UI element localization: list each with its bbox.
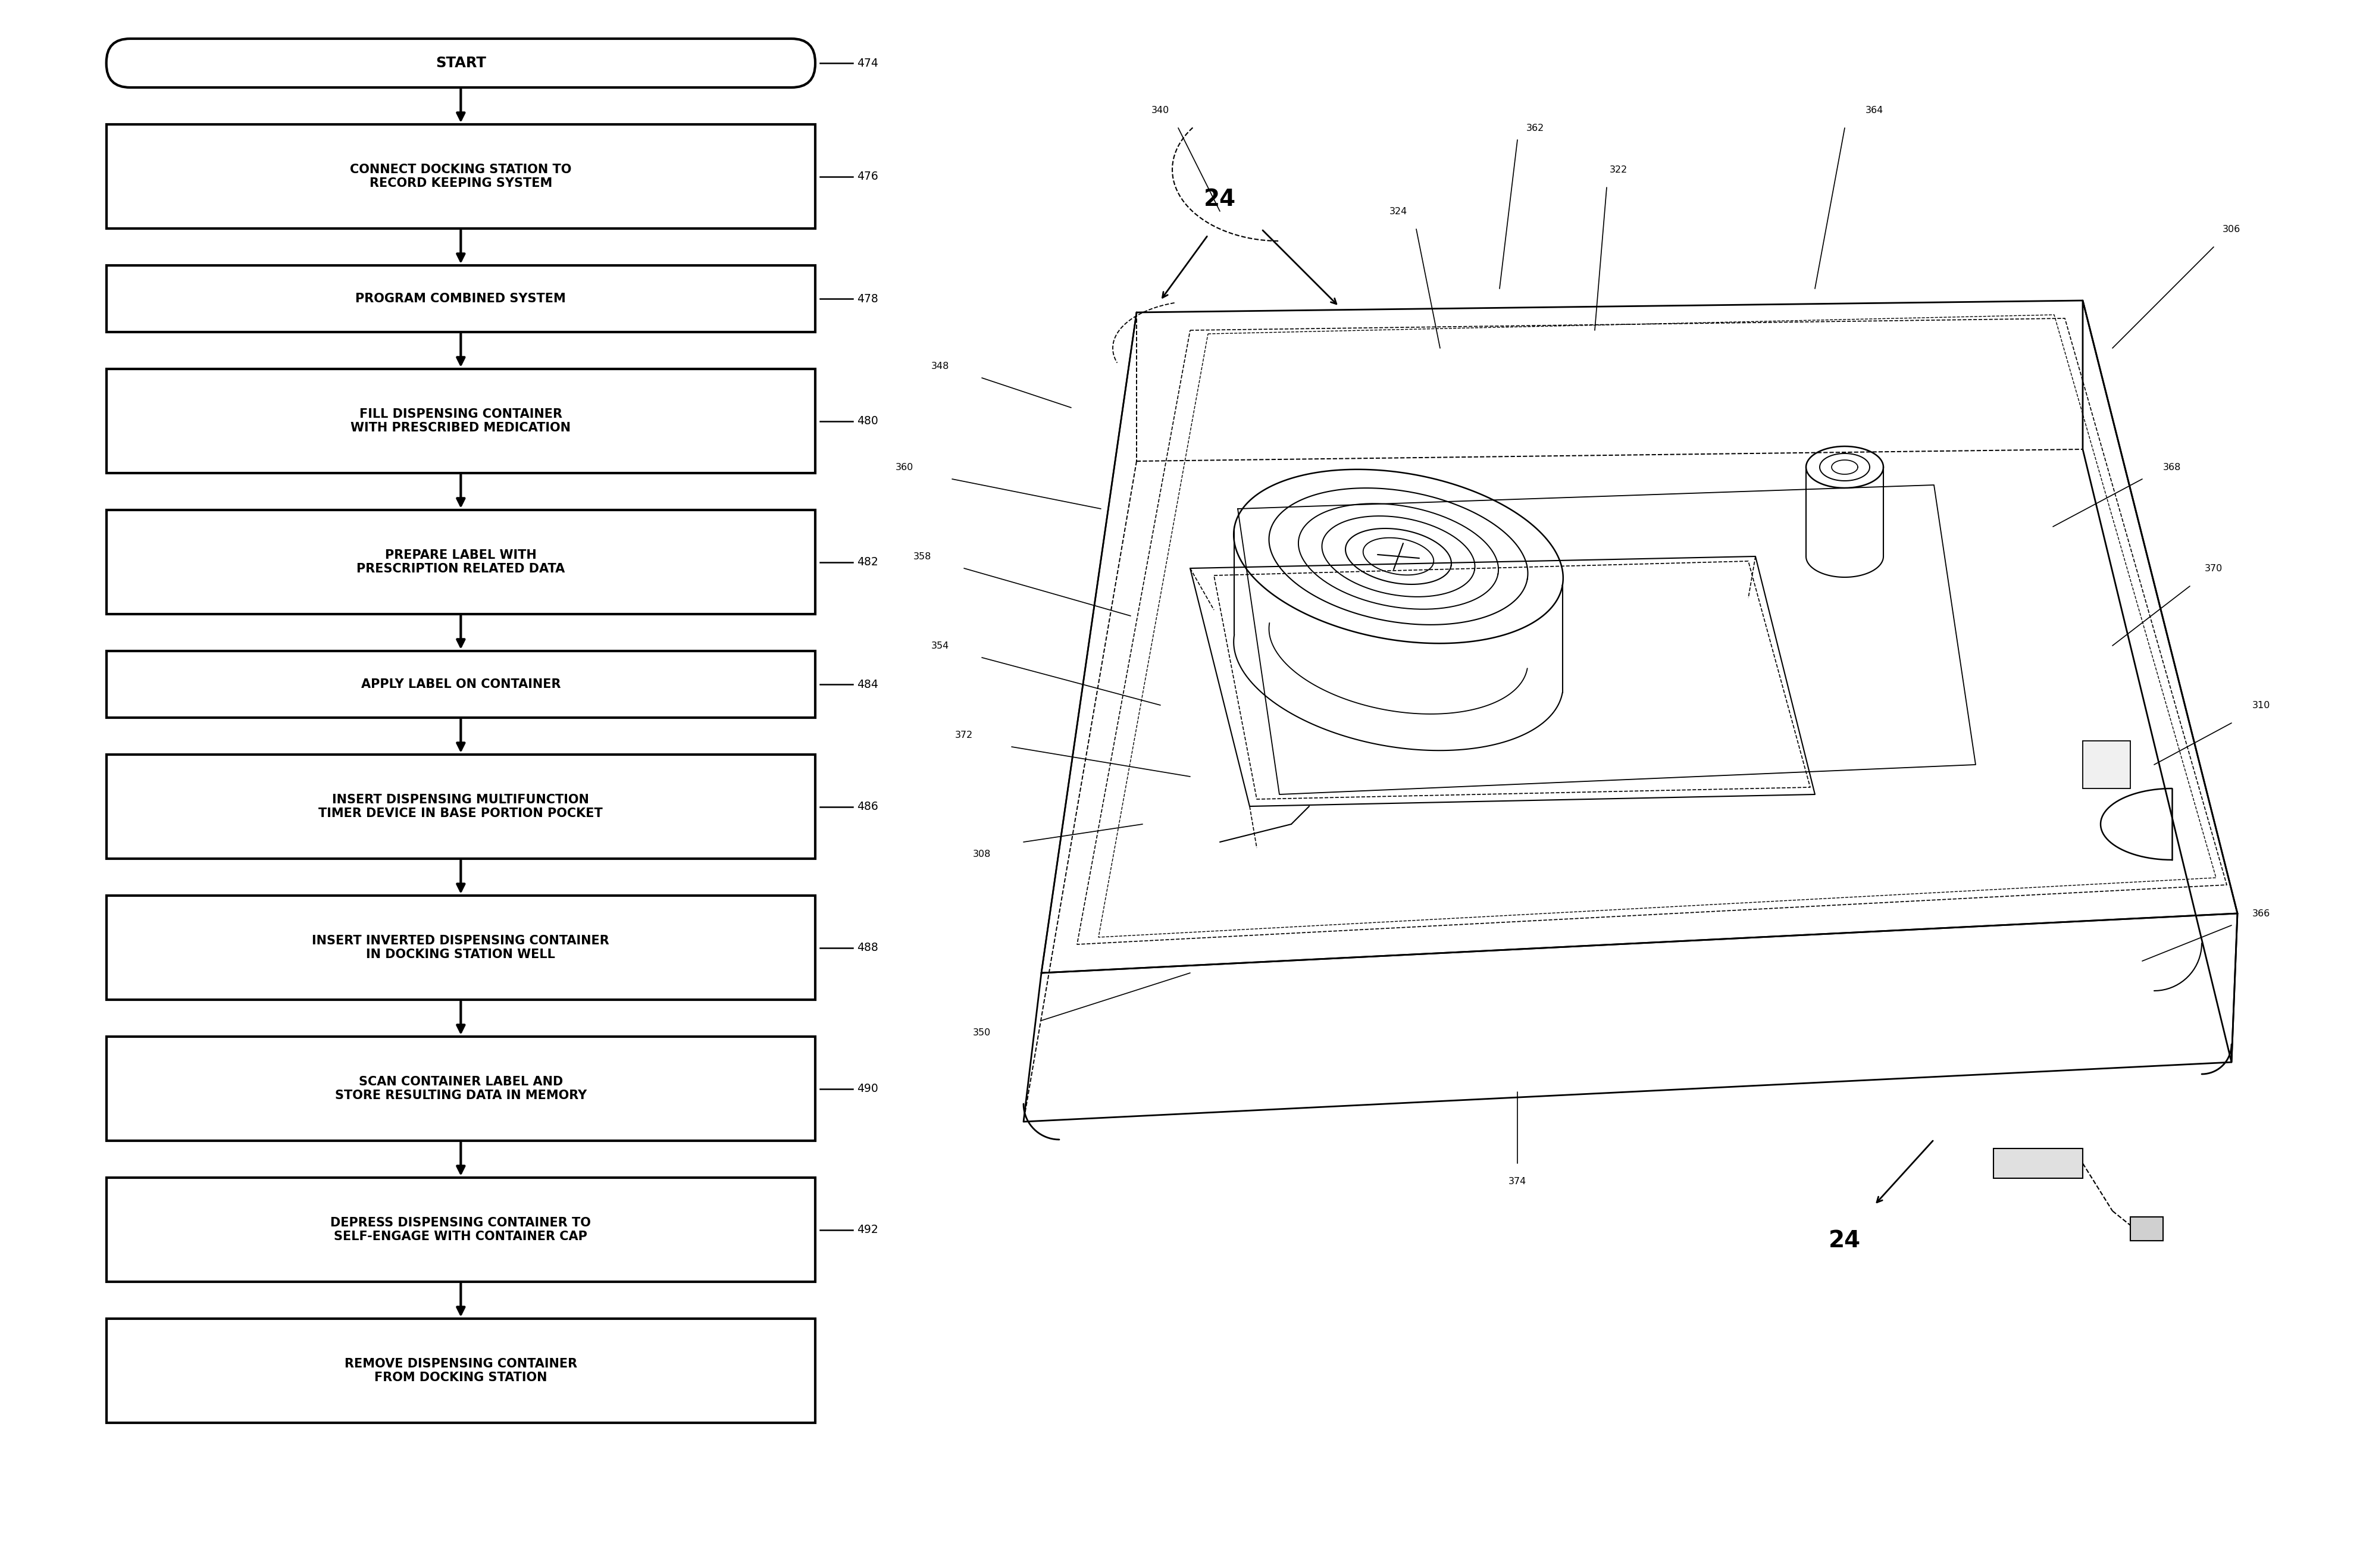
Text: 322: 322 xyxy=(1609,165,1628,174)
Text: PREPARE LABEL WITH
PRESCRIPTION RELATED DATA: PREPARE LABEL WITH PRESCRIPTION RELATED … xyxy=(357,549,565,575)
Text: 488: 488 xyxy=(858,942,879,953)
Text: 366: 366 xyxy=(2252,909,2271,917)
Text: 306: 306 xyxy=(2224,224,2240,234)
Text: 308: 308 xyxy=(974,850,990,858)
Text: 364: 364 xyxy=(1864,105,1883,114)
Bar xyxy=(106,895,815,1000)
Text: 340: 340 xyxy=(1151,105,1170,114)
Bar xyxy=(106,1036,815,1142)
Text: 484: 484 xyxy=(858,679,879,690)
Text: FILL DISPENSING CONTAINER
WITH PRESCRIBED MEDICATION: FILL DISPENSING CONTAINER WITH PRESCRIBE… xyxy=(350,408,572,434)
Bar xyxy=(1994,1148,2082,1178)
Text: 324: 324 xyxy=(1389,207,1408,216)
Text: DEPRESS DISPENSING CONTAINER TO
SELF-ENGAGE WITH CONTAINER CAP: DEPRESS DISPENSING CONTAINER TO SELF-ENG… xyxy=(331,1217,591,1242)
Text: 492: 492 xyxy=(858,1225,879,1236)
Text: INSERT DISPENSING MULTIFUNCTION
TIMER DEVICE IN BASE PORTION POCKET: INSERT DISPENSING MULTIFUNCTION TIMER DE… xyxy=(319,793,603,820)
Text: 310: 310 xyxy=(2252,701,2271,710)
FancyBboxPatch shape xyxy=(106,39,815,88)
Bar xyxy=(2131,1217,2162,1240)
Text: 358: 358 xyxy=(914,552,931,561)
Text: 354: 354 xyxy=(931,641,950,651)
Text: START: START xyxy=(435,56,487,71)
Bar xyxy=(106,754,815,859)
Text: 360: 360 xyxy=(896,463,914,472)
Text: 348: 348 xyxy=(931,362,950,370)
Bar xyxy=(106,368,815,474)
Text: SCAN CONTAINER LABEL AND
STORE RESULTING DATA IN MEMORY: SCAN CONTAINER LABEL AND STORE RESULTING… xyxy=(336,1076,586,1102)
Bar xyxy=(106,651,815,718)
Text: CONNECT DOCKING STATION TO
RECORD KEEPING SYSTEM: CONNECT DOCKING STATION TO RECORD KEEPIN… xyxy=(350,163,572,190)
Text: 374: 374 xyxy=(1508,1176,1526,1185)
Bar xyxy=(106,265,815,332)
Text: 478: 478 xyxy=(858,293,879,304)
Text: 350: 350 xyxy=(974,1029,990,1036)
Text: 372: 372 xyxy=(955,731,974,740)
Bar xyxy=(2082,740,2131,789)
Text: 370: 370 xyxy=(2205,564,2224,572)
Bar xyxy=(106,510,815,615)
Text: 24: 24 xyxy=(1829,1229,1860,1251)
Text: INSERT INVERTED DISPENSING CONTAINER
IN DOCKING STATION WELL: INSERT INVERTED DISPENSING CONTAINER IN … xyxy=(312,935,610,961)
Text: PROGRAM COMBINED SYSTEM: PROGRAM COMBINED SYSTEM xyxy=(354,293,567,304)
Text: 368: 368 xyxy=(2162,463,2181,472)
Text: 490: 490 xyxy=(858,1083,879,1094)
Text: 480: 480 xyxy=(858,416,879,426)
Text: APPLY LABEL ON CONTAINER: APPLY LABEL ON CONTAINER xyxy=(362,679,560,690)
Text: 486: 486 xyxy=(858,801,879,812)
Bar xyxy=(106,1319,815,1422)
Bar xyxy=(106,124,815,229)
Text: 362: 362 xyxy=(1526,124,1545,132)
Text: 474: 474 xyxy=(858,58,879,69)
Bar xyxy=(106,1178,815,1281)
Text: 476: 476 xyxy=(858,171,879,182)
Text: REMOVE DISPENSING CONTAINER
FROM DOCKING STATION: REMOVE DISPENSING CONTAINER FROM DOCKING… xyxy=(345,1358,577,1383)
Text: 24: 24 xyxy=(1203,188,1236,210)
Text: 482: 482 xyxy=(858,557,879,568)
